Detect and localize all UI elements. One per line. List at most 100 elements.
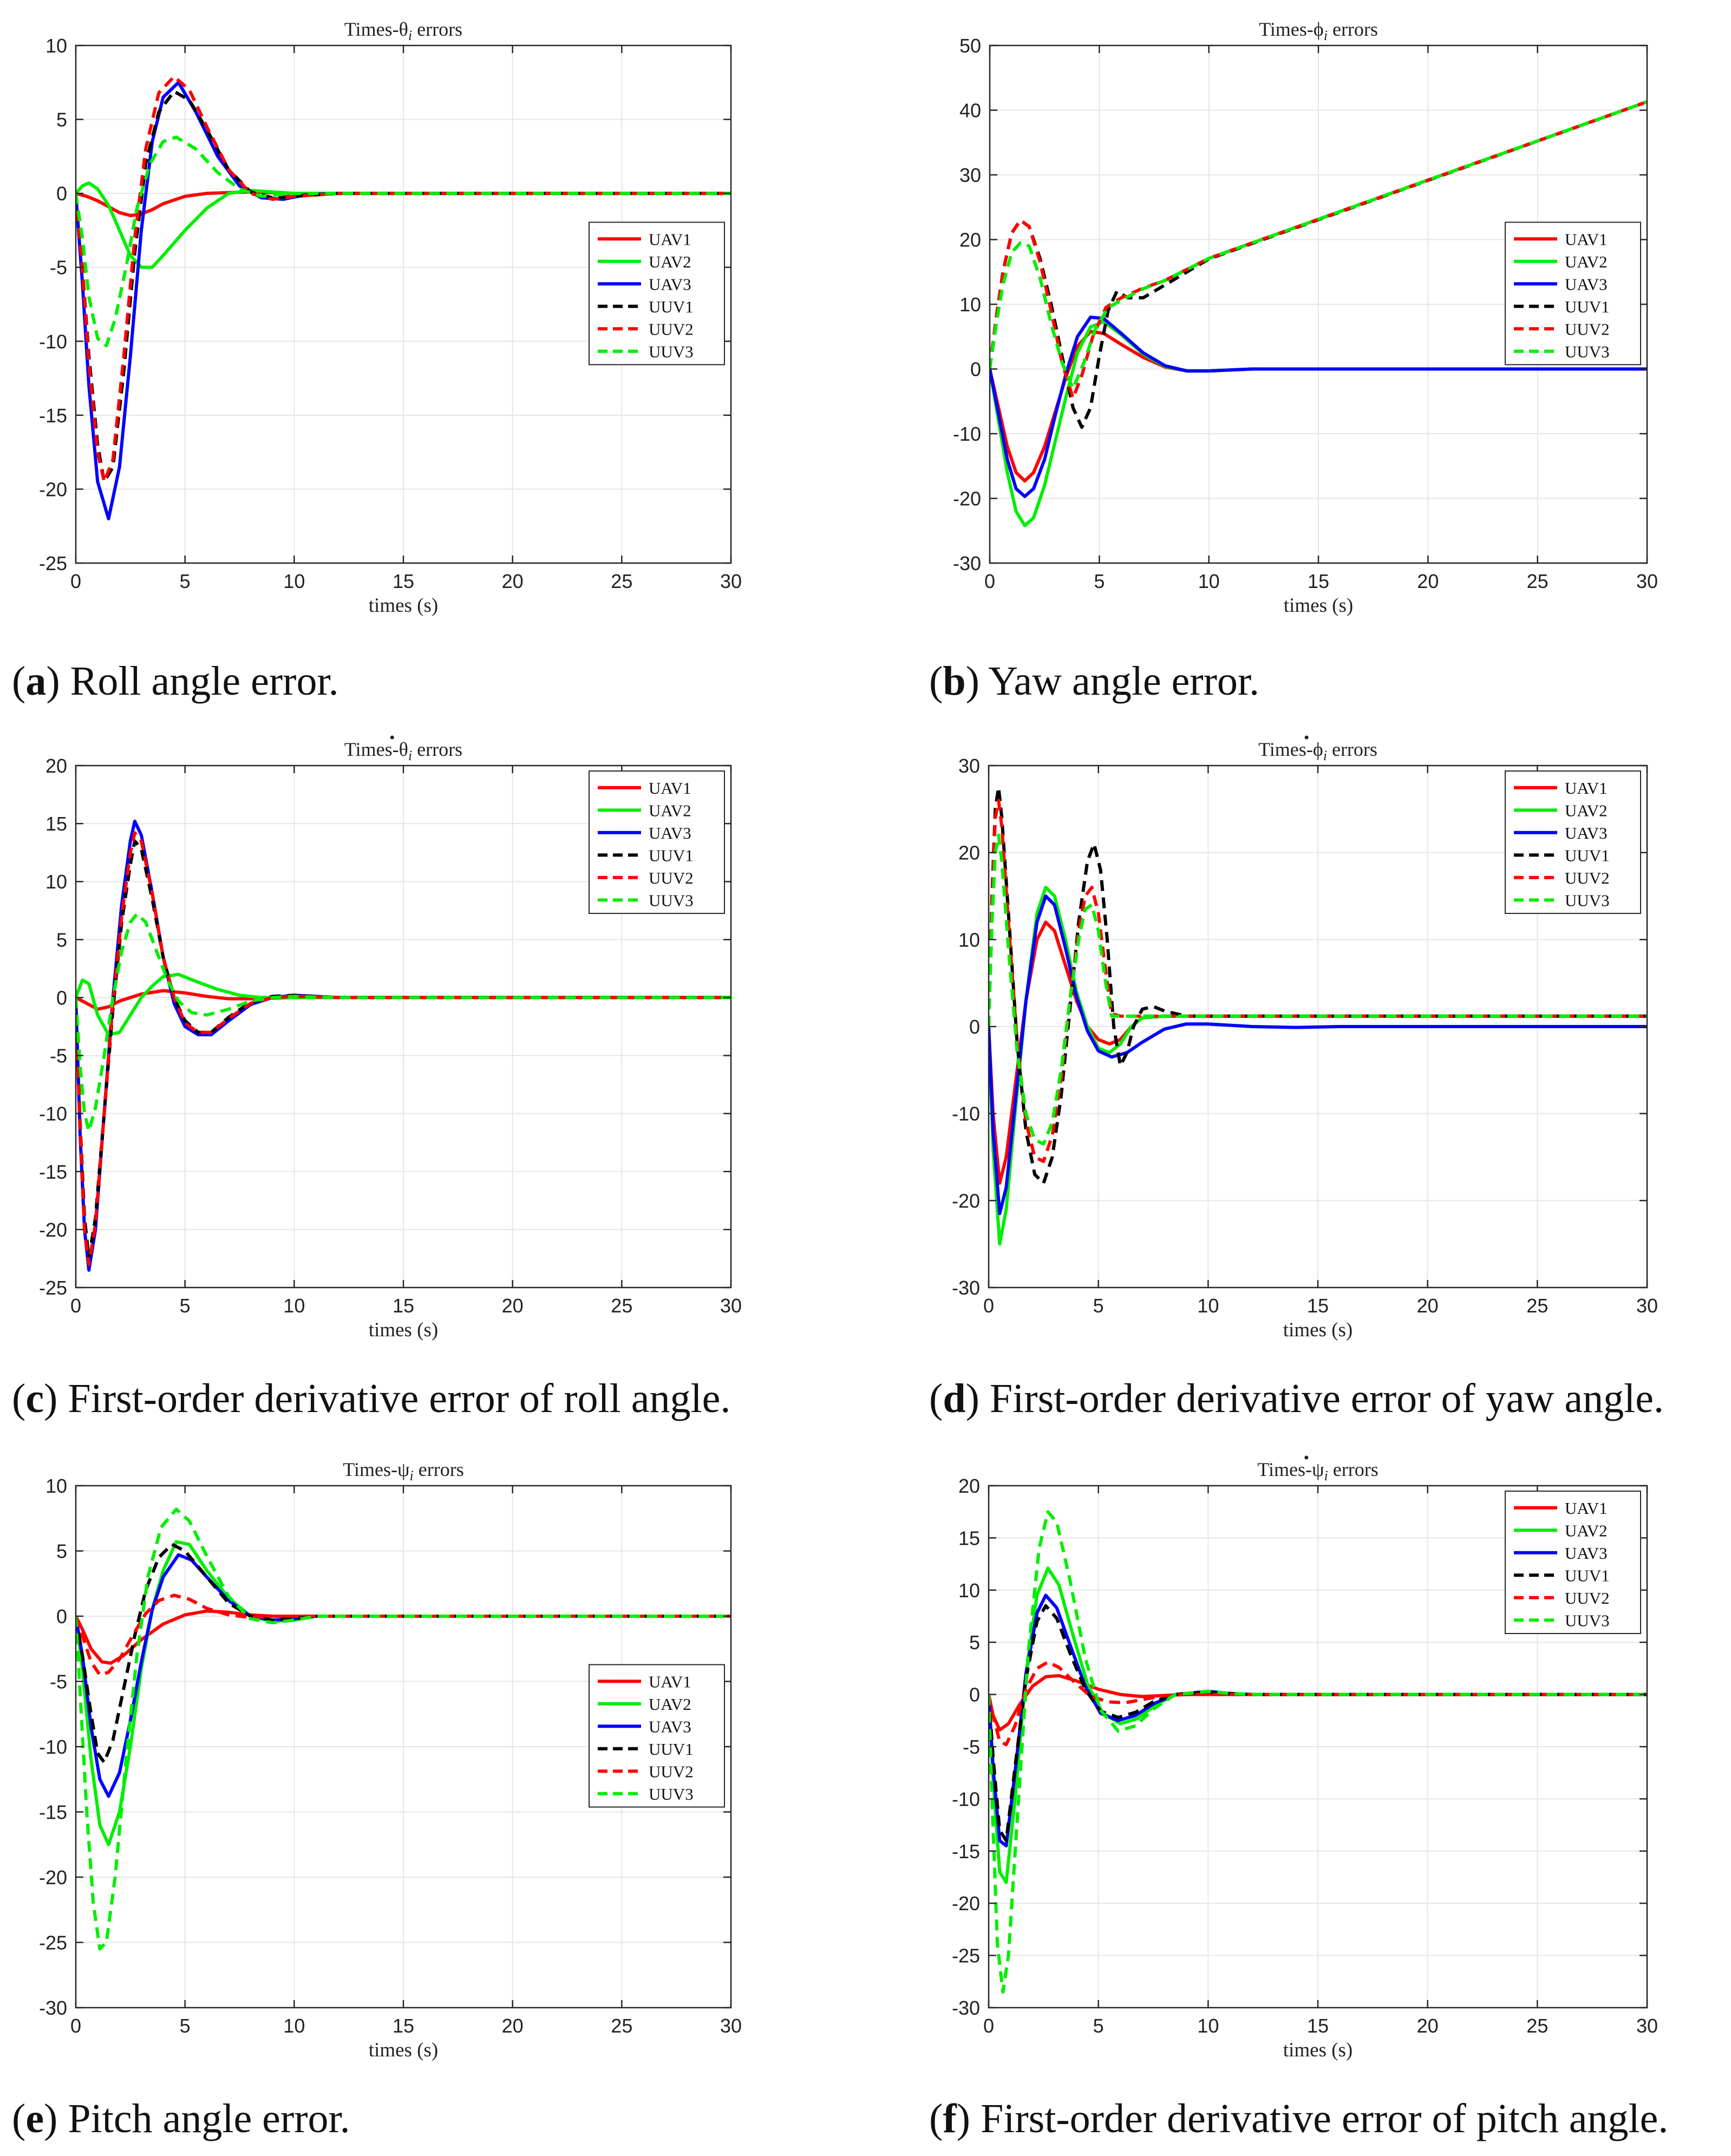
y-tick-label: -25 xyxy=(39,552,67,574)
y-tick-label: 0 xyxy=(56,1605,67,1628)
y-tick-label: -20 xyxy=(39,478,67,500)
x-tick-label: 25 xyxy=(1526,1295,1548,1317)
y-tick-label: -20 xyxy=(39,1866,67,1889)
legend-label: UAV2 xyxy=(1565,1521,1608,1540)
panel-b: 0 5 10 15 20 25 30 -30 -20 -10 0 10 20 30 40 50 times (s… xyxy=(866,0,1731,704)
series-line-uuv3 xyxy=(76,1507,731,1951)
legend-label: UUV2 xyxy=(1565,868,1610,887)
title-derivative-dot xyxy=(1304,735,1309,740)
x-tick-label: 30 xyxy=(1636,570,1658,592)
chart-title: Times-ϕi errors xyxy=(1259,18,1378,43)
panel-f: 0 5 10 15 20 25 30 -30 -25 -20 -15 -10 -5 0 5 10 15 20 tim… xyxy=(866,1440,1731,2141)
y-tick-label: 5 xyxy=(56,109,67,131)
ticks: 0 5 10 15 20 25 30 -25 -20 -15 -10 -5 0 5 10 15 20 xyxy=(39,755,742,1317)
x-tick-label: 10 xyxy=(283,570,305,592)
x-tick-label: 25 xyxy=(611,2015,632,2037)
y-tick-label: -20 xyxy=(952,1892,980,1915)
title-derivative-dot xyxy=(1304,1455,1309,1460)
x-tick-label: 0 xyxy=(984,570,995,592)
legend-label: UAV3 xyxy=(1565,1544,1608,1563)
y-tick-label: 30 xyxy=(959,164,981,186)
x-tick-label: 20 xyxy=(502,2015,524,2037)
y-tick-label: 0 xyxy=(56,986,67,1009)
x-tick-label: 0 xyxy=(70,570,81,592)
x-axis-label: times (s) xyxy=(1283,1319,1353,1341)
chart-title-main: Times-θ xyxy=(344,18,408,40)
x-tick-label: 15 xyxy=(1307,1295,1329,1317)
legend-box xyxy=(1505,770,1641,914)
y-tick-label: 5 xyxy=(56,1540,67,1563)
chart-title-suffix: errors xyxy=(412,739,462,760)
chart-title-main: Times-ϕ xyxy=(1258,739,1323,760)
x-tick-label: 5 xyxy=(180,570,191,592)
x-tick-label: 5 xyxy=(180,1295,191,1317)
series-line-uuv2 xyxy=(990,100,1647,400)
series-group xyxy=(989,1510,1647,1994)
x-axis-label: times (s) xyxy=(369,1319,438,1341)
y-tick-label: -10 xyxy=(39,1103,67,1125)
ticks: 0 5 10 15 20 25 30 -30 -25 -20 -15 -10 -5 0 5 10 xyxy=(39,1475,742,2037)
legend-label: UAV1 xyxy=(649,1672,691,1691)
x-tick-label: 10 xyxy=(1197,1295,1219,1317)
y-tick-label: -10 xyxy=(952,1788,980,1810)
chart-title: Times-θi errors xyxy=(344,739,462,763)
legend-box xyxy=(589,770,725,914)
ticks: 0 5 10 15 20 25 30 -25 -20 -15 -10 -5 0 5 10 xyxy=(39,35,742,592)
chart-d: 0 5 10 15 20 25 30 -30 -20 -10 0 10 20 30 times (s) Tim… xyxy=(952,735,1658,1341)
chart-title-suffix: errors xyxy=(414,1459,464,1480)
legend-label: UAV3 xyxy=(649,275,691,293)
y-tick-label: 15 xyxy=(958,1527,980,1549)
legend-label: UAV1 xyxy=(649,230,691,249)
x-tick-label: 10 xyxy=(283,1295,305,1317)
y-tick-label: -30 xyxy=(952,1277,980,1299)
legend-label: UUV3 xyxy=(649,342,694,361)
series-line-uuv3 xyxy=(76,912,731,1133)
series-line-uuv1 xyxy=(989,1604,1647,1843)
series-line-uav2 xyxy=(76,181,731,269)
legend-label: UUV2 xyxy=(649,319,694,338)
chart-e: 0 5 10 15 20 25 30 -30 -25 -20 -15 -10 -5 0 5 10 times (… xyxy=(39,1459,742,2061)
y-tick-label: 5 xyxy=(56,929,67,951)
y-tick-label: -25 xyxy=(952,1945,980,1967)
y-tick-label: 10 xyxy=(45,1475,67,1497)
y-tick-label: -30 xyxy=(953,552,981,574)
y-tick-label: 0 xyxy=(969,1016,980,1038)
x-axis-label: times (s) xyxy=(1283,2039,1353,2061)
x-tick-label: 25 xyxy=(611,1295,632,1317)
y-tick-label: 15 xyxy=(45,813,67,835)
y-tick-label: -15 xyxy=(39,1161,67,1183)
series-group xyxy=(76,75,731,521)
legend-label: UAV2 xyxy=(1565,252,1608,271)
y-tick-label: 10 xyxy=(959,293,981,316)
series-line-uav2 xyxy=(76,972,731,1036)
y-tick-label: -20 xyxy=(39,1219,67,1241)
y-tick-label: -20 xyxy=(952,1190,980,1212)
y-tick-label: -25 xyxy=(39,1932,67,1954)
chart-title: Times-θi errors xyxy=(344,18,462,43)
x-axis-label: times (s) xyxy=(1284,594,1353,617)
x-tick-label: 5 xyxy=(1093,1295,1104,1317)
y-tick-label: -15 xyxy=(39,1801,67,1824)
y-tick-label: -5 xyxy=(50,257,67,279)
legend-box xyxy=(1505,221,1641,365)
x-tick-label: 10 xyxy=(1197,2015,1219,2037)
y-tick-label: -30 xyxy=(39,1997,67,2019)
x-tick-label: 30 xyxy=(1636,1295,1658,1317)
chart-title: Times-ψi errors xyxy=(1257,1459,1378,1484)
y-tick-label: 20 xyxy=(45,755,67,777)
legend-label: UAV3 xyxy=(1565,824,1608,842)
x-tick-label: 5 xyxy=(1094,570,1105,592)
x-tick-label: 25 xyxy=(1526,2015,1548,2037)
chart-title-suffix: errors xyxy=(412,18,462,40)
legend: UAV1 UAV2 UAV3 UUV1 UUV2 UUV3 xyxy=(589,221,725,365)
x-tick-label: 30 xyxy=(720,2015,742,2037)
legend-label: UUV3 xyxy=(1565,891,1610,910)
legend: UAV1 UAV2 UAV3 UUV1 UUV2 UUV3 xyxy=(589,770,725,914)
legend-label: UUV1 xyxy=(1565,1566,1610,1585)
ticks: 0 5 10 15 20 25 30 -30 -20 -10 0 10 20 30 40 50 xyxy=(953,35,1658,592)
legend-label: UUV1 xyxy=(1565,297,1610,316)
legend-label: UUV2 xyxy=(1565,319,1610,338)
legend-label: UUV2 xyxy=(649,868,694,887)
legend-label: UAV1 xyxy=(1565,1499,1608,1518)
